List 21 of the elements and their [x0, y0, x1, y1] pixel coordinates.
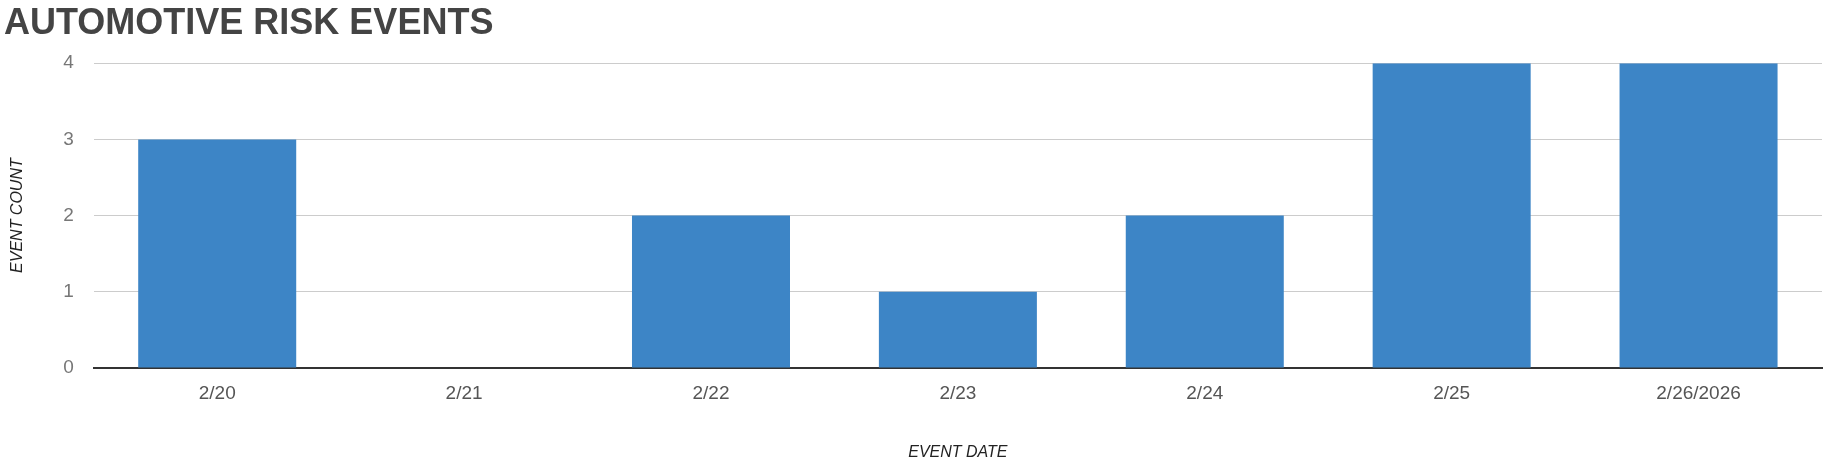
chart-title: AUTOMOTIVE RISK EVENTS [4, 0, 494, 42]
x-tick-label: 2/20 [198, 381, 236, 403]
y-tick-label: 4 [63, 51, 75, 73]
y-axis-title: EVENT COUNT [8, 157, 26, 273]
x-tick-label: 2/23 [939, 381, 977, 403]
bar [1619, 63, 1778, 368]
x-tick-label: 2/22 [692, 381, 730, 403]
x-tick-label: 2/25 [1433, 381, 1471, 403]
y-tick-label: 2 [63, 203, 74, 225]
bar [138, 139, 297, 368]
x-tick-label: 2/24 [1186, 381, 1224, 403]
y-tick-label: 1 [63, 280, 74, 302]
bar [1372, 63, 1531, 368]
x-axis-title: EVENT DATE [908, 442, 1008, 460]
bar [878, 291, 1037, 368]
bar [1125, 215, 1284, 368]
y-tick-label: 0 [63, 356, 74, 378]
y-tick-label: 3 [63, 127, 74, 149]
x-tick-label: 2/26/2026 [1656, 381, 1741, 403]
bar [631, 215, 790, 368]
x-tick-label: 2/21 [445, 381, 483, 403]
